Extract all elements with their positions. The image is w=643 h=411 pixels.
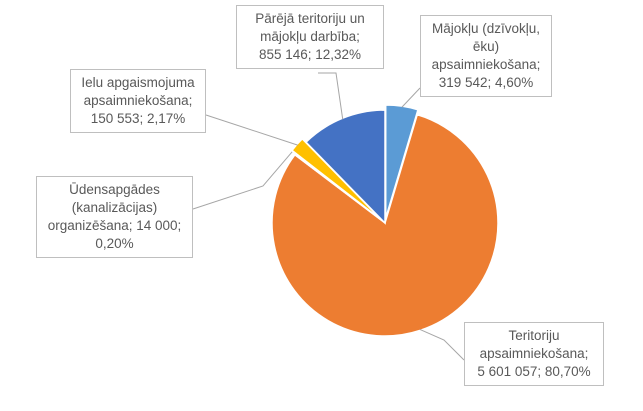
- data-label-line: Ūdensapgādes: [69, 182, 160, 197]
- data-label-line: 319 542; 4,60%: [438, 75, 534, 90]
- data-label-line: Ielu apgaismojuma: [81, 75, 195, 90]
- data-label-line: Mājokļu (dzīvokļu,: [431, 21, 541, 36]
- data-label-teritoriju: Teritoriju apsaimniekošana; 5 601 057; 80,…: [464, 322, 604, 386]
- leader-line-udensapgades: [192, 151, 293, 210]
- data-label-line: mājokļu darbība;: [260, 29, 360, 44]
- data-label-line: 0,20%: [95, 236, 134, 251]
- data-label-line: Pārējā teritoriju un: [255, 11, 365, 26]
- leader-line-pareja: [318, 72, 344, 120]
- data-label-line: apsaimniekošana;: [431, 57, 541, 72]
- data-label-line: ēku): [472, 39, 500, 54]
- data-label-line: (kanalizācijas): [71, 200, 158, 215]
- leader-line-majoklu: [401, 87, 421, 108]
- data-label-line: 855 146; 12,32%: [258, 47, 362, 62]
- leader-line-ielu: [205, 114, 298, 146]
- data-label-line: apsaimniekošana;: [479, 346, 589, 361]
- leader-lines: [192, 72, 465, 361]
- pie-slice-teritoriju: [271, 113, 499, 337]
- pie-slice-majoklu: [384, 104, 419, 219]
- data-label-udensapgades: Ūdensapgādes (kanalizācijas) organizēšana;…: [36, 176, 193, 258]
- data-label-pareja: Pārējā teritoriju un mājokļu darbība; 855 …: [236, 5, 384, 69]
- pie-slices: [271, 104, 499, 337]
- data-label-line: apsaimniekošana;: [83, 93, 193, 108]
- data-label-line: 5 601 057; 80,70%: [477, 364, 591, 379]
- data-label-majoklu: Mājokļu (dzīvokļu, ēku) apsaimniekošana; 31…: [420, 15, 552, 97]
- data-label-ielu: Ielu apgaismojuma apsaimniekošana; 150 553…: [70, 69, 206, 133]
- leader-line-teritoriju: [419, 328, 465, 361]
- data-label-line: organizēšana; 14 000;: [47, 218, 182, 233]
- data-label-line: 150 553; 2,17%: [90, 111, 186, 126]
- data-label-line: Teritoriju: [508, 328, 560, 343]
